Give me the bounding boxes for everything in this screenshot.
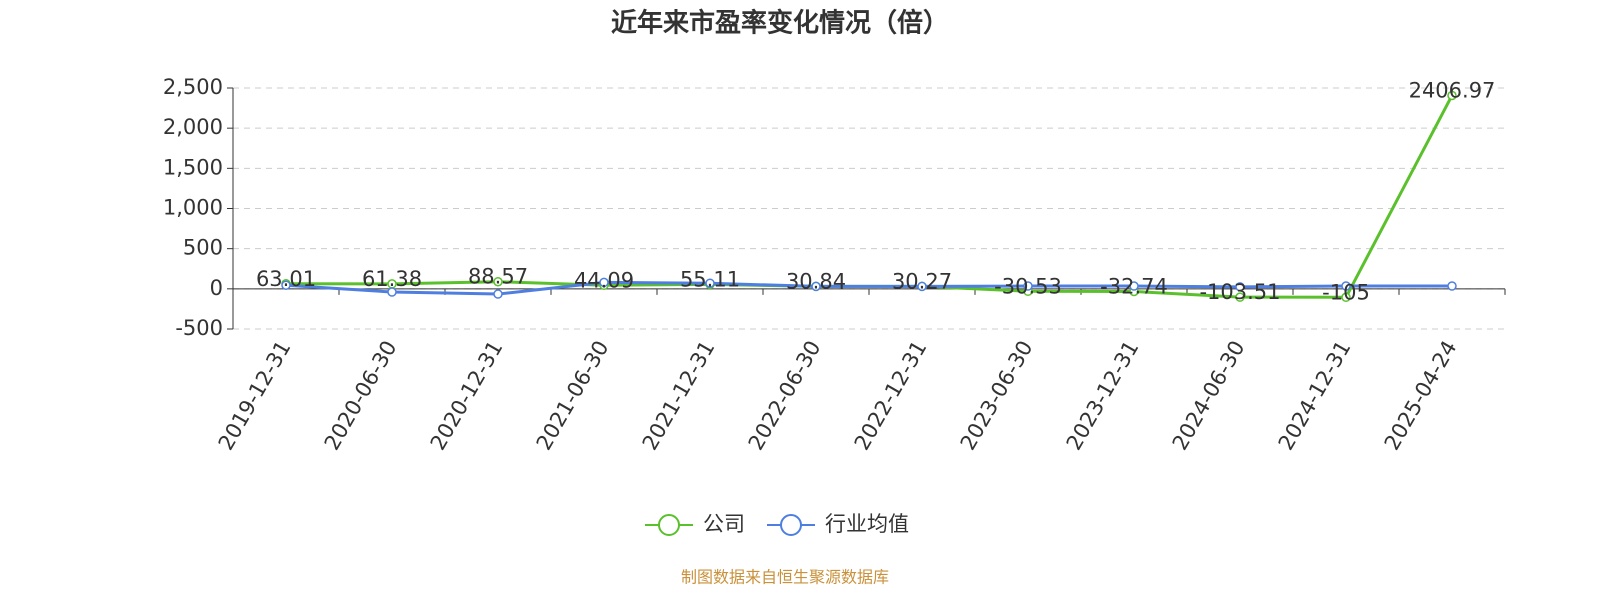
- point: [599, 277, 609, 288]
- point: [281, 280, 291, 290]
- x-tick-label: 2024-06-30: [1168, 337, 1250, 455]
- x-tick-label: 2021-06-30: [532, 337, 614, 455]
- y-tick-label: 1,000: [163, 196, 223, 220]
- y-tick-label: 1,500: [163, 155, 223, 179]
- data-label: -32.74: [1100, 274, 1168, 298]
- data-label: 30.27: [892, 269, 952, 293]
- source-note: 制图数据来自恒生聚源数据库: [681, 568, 889, 587]
- legend-marker: [658, 514, 680, 536]
- point: [493, 289, 503, 299]
- point: [1235, 282, 1245, 292]
- x-tick-label: 2023-12-31: [1062, 337, 1144, 455]
- data-label: 61.38: [362, 267, 422, 291]
- point: [1447, 90, 1457, 101]
- point: [811, 281, 821, 292]
- legend-label: 公司: [703, 512, 745, 536]
- data-label: 63.01: [256, 267, 316, 291]
- data-label: -105: [1322, 280, 1370, 304]
- data-label: 30.84: [786, 269, 846, 293]
- point: [1341, 281, 1351, 291]
- y-tick-label: 0: [210, 276, 223, 300]
- x-tick-label: 2022-06-30: [744, 337, 826, 455]
- series-line: [285, 94, 1454, 299]
- y-tick-label: 2,000: [163, 115, 223, 139]
- point: [387, 287, 397, 297]
- x-tick-label: 2019-12-31: [214, 337, 296, 455]
- x-tick-label: 2020-06-30: [320, 337, 402, 455]
- x-tick-label: 2025-04-24: [1380, 337, 1462, 455]
- data-label: -103.51: [1199, 280, 1280, 304]
- legend-marker: [780, 514, 802, 536]
- x-tick-label: 2023-06-30: [956, 337, 1038, 455]
- y-tick-label: 500: [183, 236, 223, 260]
- x-tick-label: 2022-12-31: [850, 337, 932, 455]
- y-tick-label: 2,500: [163, 75, 223, 99]
- x-tick-label: 2020-12-31: [426, 337, 508, 455]
- legend-label: 行业均值: [825, 512, 909, 536]
- data-label: 2406.97: [1409, 78, 1496, 102]
- chart-title: 近年来市盈率变化情况（倍）: [611, 8, 949, 39]
- data-label: 55.11: [680, 267, 740, 291]
- point: [1129, 281, 1139, 291]
- point: [705, 278, 715, 288]
- series-line: [285, 280, 1452, 296]
- x-tick-label: 2021-12-31: [638, 337, 720, 455]
- y-tick-label: -500: [175, 316, 223, 340]
- x-tick-label: 2024-12-31: [1274, 337, 1356, 455]
- data-label: -30.53: [994, 274, 1062, 298]
- point: [493, 276, 503, 287]
- point: [1447, 281, 1457, 291]
- point: [1023, 281, 1033, 291]
- point: [1341, 292, 1351, 303]
- point: [1235, 292, 1245, 302]
- point: [917, 281, 927, 292]
- data-label: 88.57: [468, 265, 528, 289]
- data-label: 44.09: [574, 268, 634, 292]
